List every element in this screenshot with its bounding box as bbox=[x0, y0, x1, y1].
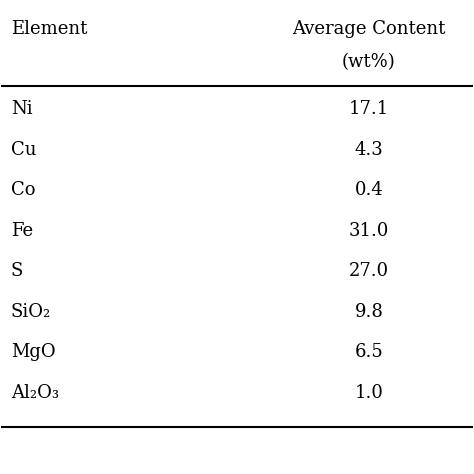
Text: SiO₂: SiO₂ bbox=[11, 303, 51, 321]
Text: 1.0: 1.0 bbox=[355, 384, 383, 402]
Text: Al₂O₃: Al₂O₃ bbox=[11, 384, 59, 402]
Text: 31.0: 31.0 bbox=[349, 222, 389, 240]
Text: 6.5: 6.5 bbox=[355, 344, 383, 362]
Text: Ni: Ni bbox=[11, 100, 32, 118]
Text: Co: Co bbox=[11, 182, 36, 200]
Text: 27.0: 27.0 bbox=[349, 263, 389, 281]
Text: 17.1: 17.1 bbox=[349, 100, 389, 118]
Text: Cu: Cu bbox=[11, 141, 36, 159]
Text: 0.4: 0.4 bbox=[355, 182, 383, 200]
Text: S: S bbox=[11, 263, 23, 281]
Text: Average Content: Average Content bbox=[292, 20, 446, 38]
Text: MgO: MgO bbox=[11, 344, 55, 362]
Text: 9.8: 9.8 bbox=[355, 303, 383, 321]
Text: Element: Element bbox=[11, 20, 87, 38]
Text: (wt%): (wt%) bbox=[342, 53, 396, 71]
Text: Fe: Fe bbox=[11, 222, 33, 240]
Text: 4.3: 4.3 bbox=[355, 141, 383, 159]
